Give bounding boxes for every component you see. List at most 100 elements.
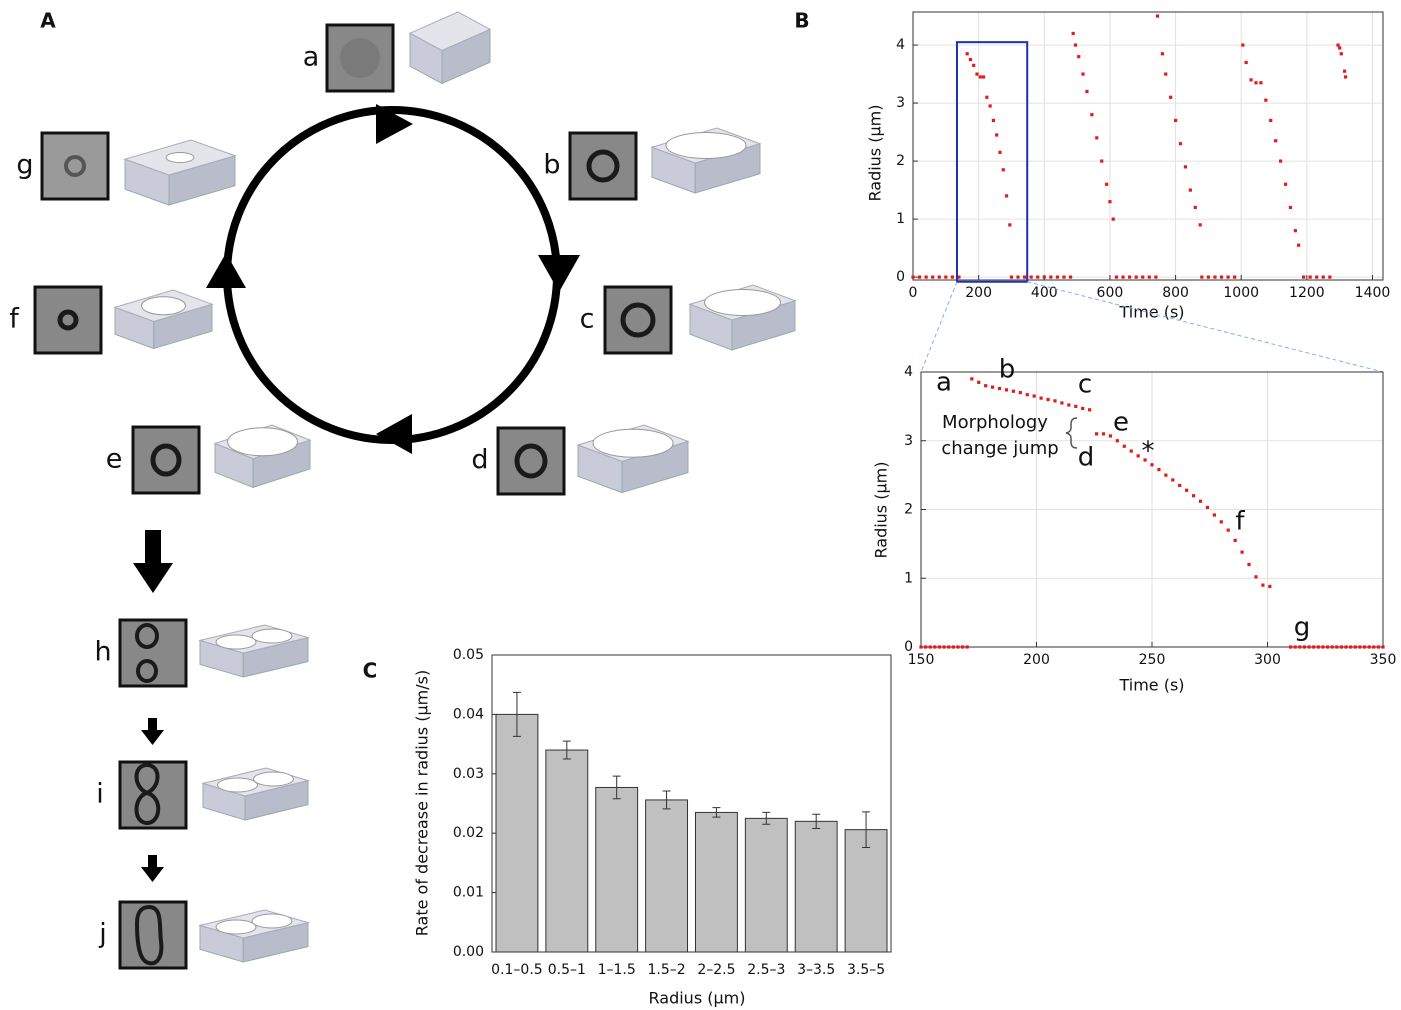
data-point: [1154, 275, 1158, 279]
data-point: [947, 645, 951, 649]
hole: [253, 771, 294, 787]
data-point: [1001, 168, 1005, 172]
micrograph: [33, 285, 103, 355]
data-point: [1143, 458, 1147, 462]
item-label: c: [580, 304, 595, 335]
zoom-connector: [920, 281, 958, 373]
data-point: [928, 645, 932, 649]
annotation: d: [1078, 443, 1095, 473]
item-label: a: [303, 42, 320, 73]
data-point: [950, 275, 954, 279]
y-tick-label: 0: [904, 639, 913, 655]
data-point: [1254, 81, 1258, 85]
item-label: g: [16, 150, 33, 181]
data-point: [1307, 645, 1311, 649]
arrow: [538, 255, 580, 292]
data-point: [1264, 98, 1268, 102]
data-point: [1004, 194, 1009, 198]
data-point: [1171, 478, 1175, 482]
item-label: e: [106, 444, 123, 475]
item-label: i: [96, 779, 104, 810]
data-point: [1288, 205, 1293, 210]
data-point: [924, 275, 928, 279]
x-tick-label: 200: [965, 285, 992, 301]
data-point: [1157, 468, 1161, 472]
data-point: [933, 645, 937, 649]
annotation: a: [936, 368, 952, 398]
data-point: [957, 275, 961, 279]
data-point: [1219, 275, 1224, 279]
data-point: [975, 72, 979, 76]
data-point: [1381, 645, 1385, 649]
micrograph: [40, 131, 110, 201]
data-point: [1213, 275, 1217, 279]
data-point: [1178, 483, 1182, 488]
y-tick-label: 4: [904, 364, 913, 380]
data-point: [1193, 205, 1197, 210]
ring: [57, 309, 79, 331]
x-tick-label: 200: [1023, 652, 1050, 668]
y-axis-label: Radius (μm): [866, 105, 885, 202]
data-point: [968, 57, 973, 62]
data-point: [972, 63, 976, 67]
hole: [215, 919, 257, 935]
arrow: [148, 855, 157, 869]
data-point: [1205, 505, 1210, 510]
plot-frame: [920, 371, 1384, 648]
ring: [514, 443, 548, 479]
data-point: [1016, 275, 1020, 279]
data-point: [1274, 139, 1278, 143]
arrow: [145, 530, 161, 565]
hole: [251, 913, 293, 929]
data-point: [1343, 75, 1348, 79]
ring: [136, 659, 158, 683]
y-tick-label: 1: [896, 211, 905, 227]
data-point: [1042, 275, 1046, 279]
data-point: [1321, 275, 1325, 279]
hole: [665, 132, 747, 159]
x-tick-label: 800: [1162, 285, 1189, 301]
x-tick-label: 250: [1139, 652, 1166, 668]
data-point: [1004, 388, 1009, 392]
data-point: [1128, 275, 1132, 279]
data-point: [1269, 118, 1273, 123]
data-point: [1268, 584, 1272, 589]
data-point: [1302, 645, 1307, 649]
data-point: [1122, 444, 1126, 448]
data-point: [1105, 182, 1109, 186]
data-point: [1081, 72, 1085, 76]
annotation: e: [1113, 408, 1129, 438]
data-point: [977, 380, 981, 384]
data-point: [1018, 391, 1022, 395]
error-bar: [562, 740, 571, 760]
hole: [704, 289, 781, 316]
error-bar: [762, 811, 771, 825]
arrow: [376, 104, 413, 144]
data-point: [1339, 645, 1344, 649]
bar: [794, 820, 838, 953]
data-point: [1297, 243, 1301, 247]
data-point: [1278, 159, 1283, 163]
data-point: [951, 645, 955, 649]
data-point: [1074, 404, 1078, 408]
data-point: [1036, 275, 1040, 279]
panel-label: B: [794, 9, 809, 33]
data-point: [1372, 645, 1376, 649]
data-point: [1344, 645, 1348, 649]
item-label: f: [9, 304, 20, 335]
box-top: [408, 11, 492, 52]
data-point: [1321, 645, 1325, 649]
data-point: [997, 386, 1002, 391]
y-tick-label: 2: [904, 502, 913, 518]
data-point: [911, 275, 915, 279]
panel-label: A: [40, 9, 56, 33]
data-point: [984, 384, 988, 388]
micrograph: [131, 425, 201, 495]
annotation: c: [1078, 370, 1092, 400]
data-point: [1053, 399, 1057, 403]
micrograph: [603, 285, 673, 355]
data-point: [1226, 275, 1230, 279]
data-point: [1293, 229, 1297, 233]
arrow: [376, 414, 412, 454]
annotation: g: [1294, 613, 1311, 643]
